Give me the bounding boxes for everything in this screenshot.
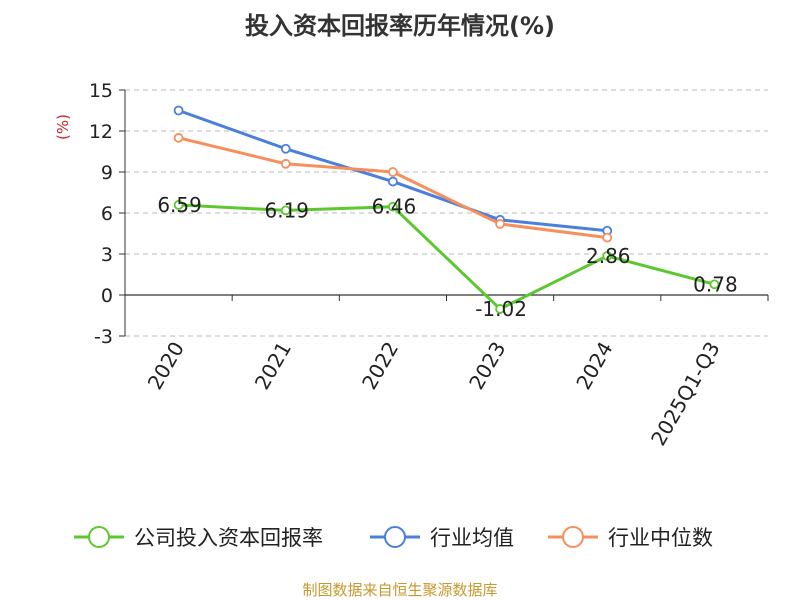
legend-label: 行业均值 (430, 526, 514, 550)
y-tick-label: 15 (89, 80, 113, 102)
data-point (388, 201, 398, 212)
y-tick-label: 3 (101, 244, 113, 266)
legend-marker (384, 526, 406, 548)
data-labels: 6.59 6.19 6.46 -1.02 2.86 0.78 (157, 193, 737, 321)
data-point (495, 219, 505, 229)
data-point (280, 158, 291, 169)
data-point (173, 132, 184, 143)
y-tick-label: 6 (101, 203, 113, 225)
axes: -3 0 3 6 9 12 15 2020 2021 2022 2023 2024 2025Q1-Q3 (89, 80, 769, 450)
legend: 公司投入资本回报率 行业均值 行业中位数 (74, 526, 713, 550)
data-point (602, 232, 613, 243)
data-label: 6.59 (157, 193, 202, 217)
grid-lines (125, 89, 768, 337)
data-label: 6.19 (264, 198, 309, 222)
x-tick-label: 2025Q1-Q3 (646, 338, 725, 450)
x-tick-label: 2023 (464, 338, 510, 394)
series-line (178, 203, 715, 311)
data-point (388, 176, 398, 187)
data-point (173, 200, 184, 210)
y-tick-label: -3 (94, 326, 113, 348)
data-point (280, 143, 291, 154)
x-tick-label: 2020 (143, 338, 189, 394)
legend-marker (88, 526, 110, 548)
data-label: -1.02 (475, 297, 527, 321)
data-point (495, 304, 505, 314)
legend-label: 行业中位数 (608, 526, 713, 550)
data-point (388, 167, 398, 177)
data-point (173, 105, 184, 116)
series-line (178, 136, 608, 240)
x-tick-label: 2024 (571, 338, 617, 394)
x-tick-label: 2021 (250, 338, 296, 394)
y-tick-label: 9 (101, 162, 113, 184)
data-label: 0.78 (693, 272, 738, 296)
x-tick-label: 2022 (357, 338, 403, 394)
data-point (602, 251, 613, 261)
legend-marker (562, 526, 584, 548)
data-label: 6.46 (372, 195, 417, 219)
data-label: 2.86 (586, 244, 631, 268)
data-point (280, 205, 291, 216)
y-tick-label: 0 (101, 285, 113, 307)
y-axis-unit-label: (%) (54, 114, 72, 140)
chart-title: 投入资本回报率历年情况(%) (245, 12, 555, 40)
data-point (709, 279, 720, 290)
source-note: 制图数据来自恒生聚源数据库 (302, 581, 497, 599)
legend-label: 公司投入资本回报率 (134, 526, 323, 550)
series-lines (173, 105, 720, 314)
y-tick-label: 12 (89, 121, 113, 143)
